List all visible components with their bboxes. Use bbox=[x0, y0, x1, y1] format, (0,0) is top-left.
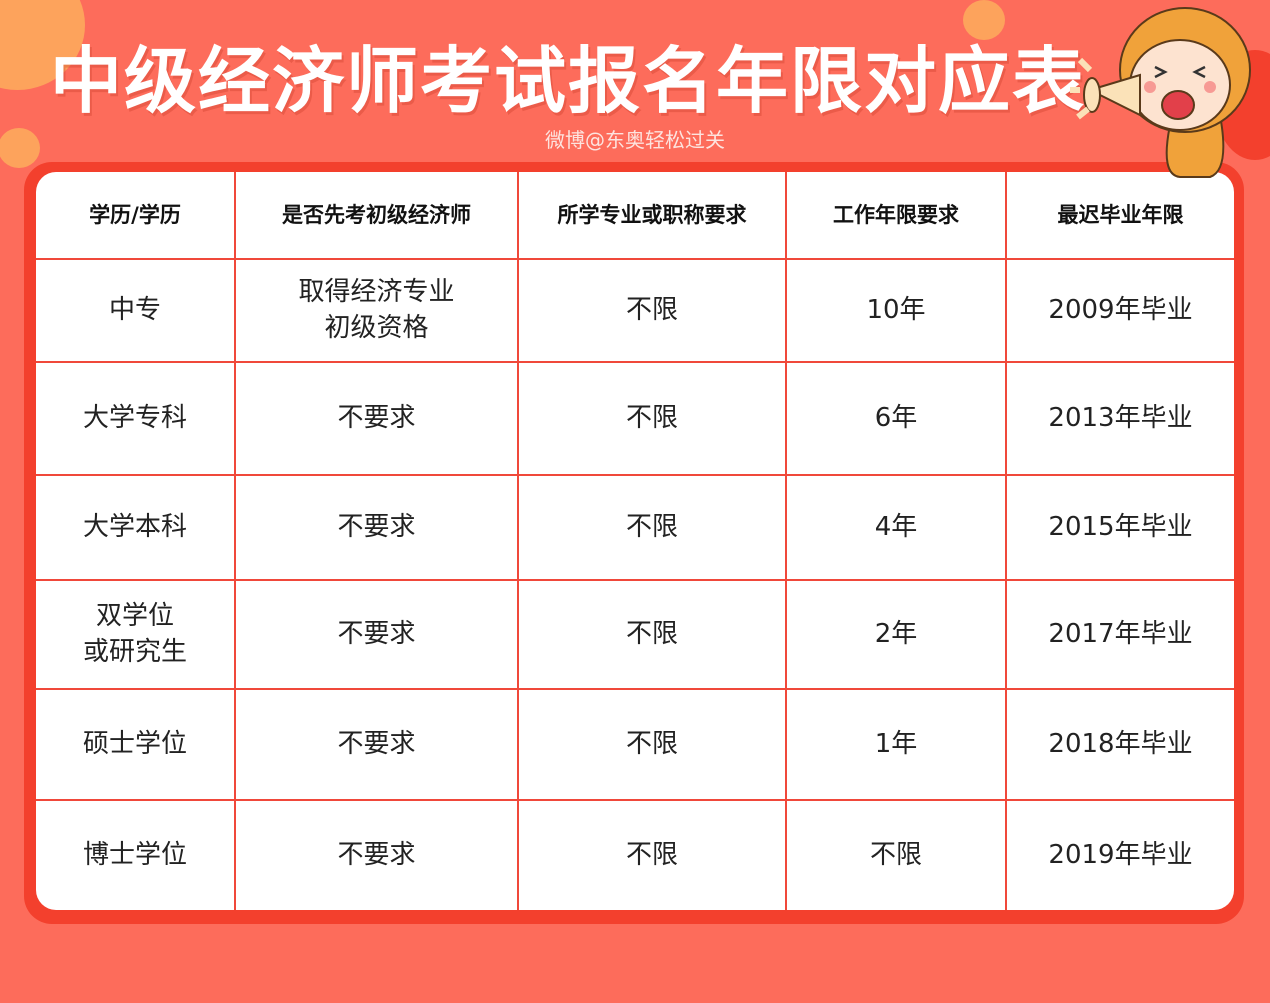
table-cell: 4年 bbox=[785, 474, 1007, 581]
table-cell: 2018年毕业 bbox=[1005, 688, 1234, 801]
table-cell: 不限 bbox=[517, 579, 787, 690]
table-row: 双学位 或研究生 不要求 不限 2年 2017年毕业 bbox=[36, 579, 1234, 690]
table-cell: 2017年毕业 bbox=[1005, 579, 1234, 690]
requirements-table: 学历/学历 是否先考初级经济师 所学专业或职称要求 工作年限要求 最迟毕业年限 中专 取得… bbox=[36, 172, 1234, 910]
table-cell: 双学位 或研究生 bbox=[36, 579, 236, 690]
table-cell: 取得经济专业 初级资格 bbox=[234, 258, 519, 363]
column-header: 学历/学历 bbox=[36, 172, 236, 260]
table-cell: 2015年毕业 bbox=[1005, 474, 1234, 581]
table-header-row: 学历/学历 是否先考初级经济师 所学专业或职称要求 工作年限要求 最迟毕业年限 bbox=[36, 172, 1234, 260]
table-cell: 不要求 bbox=[234, 799, 519, 910]
table-row: 大学专科 不要求 不限 6年 2013年毕业 bbox=[36, 361, 1234, 476]
table-cell: 不要求 bbox=[234, 361, 519, 476]
table-cell: 10年 bbox=[785, 258, 1007, 363]
weibo-credit: 微博@东奥轻松过关 bbox=[545, 128, 725, 152]
table-cell: 大学专科 bbox=[36, 361, 236, 476]
table-cell: 硕士学位 bbox=[36, 688, 236, 801]
table-cell: 2009年毕业 bbox=[1005, 258, 1234, 363]
decor-circle bbox=[963, 0, 1005, 40]
table-cell: 中专 bbox=[36, 258, 236, 363]
table-cell: 不要求 bbox=[234, 579, 519, 690]
column-header: 工作年限要求 bbox=[785, 172, 1007, 260]
table-row: 博士学位 不要求 不限 不限 2019年毕业 bbox=[36, 799, 1234, 910]
table-row: 大学本科 不要求 不限 4年 2015年毕业 bbox=[36, 474, 1234, 581]
table-cell: 不要求 bbox=[234, 474, 519, 581]
table-cell: 不限 bbox=[785, 799, 1007, 910]
table-sheet: 学历/学历 是否先考初级经济师 所学专业或职称要求 工作年限要求 最迟毕业年限 中专 取得… bbox=[36, 172, 1234, 910]
column-header: 最迟毕业年限 bbox=[1005, 172, 1234, 260]
table-cell: 2019年毕业 bbox=[1005, 799, 1234, 910]
table-cell: 不限 bbox=[517, 258, 787, 363]
table-cell: 不限 bbox=[517, 361, 787, 476]
table-row: 硕士学位 不要求 不限 1年 2018年毕业 bbox=[36, 688, 1234, 801]
table-cell: 不限 bbox=[517, 799, 787, 910]
table-cell: 大学本科 bbox=[36, 474, 236, 581]
table-cell: 不限 bbox=[517, 474, 787, 581]
table-cell: 不限 bbox=[517, 688, 787, 801]
decor-circle bbox=[0, 128, 40, 168]
cartoon-megaphone-mascot-icon bbox=[1070, 7, 1251, 178]
table-cell: 2年 bbox=[785, 579, 1007, 690]
column-header: 是否先考初级经济师 bbox=[234, 172, 519, 260]
table-cell: 2013年毕业 bbox=[1005, 361, 1234, 476]
page-title: 中级经济师考试报名年限对应表 bbox=[50, 39, 1087, 123]
table-cell: 6年 bbox=[785, 361, 1007, 476]
table-cell: 不要求 bbox=[234, 688, 519, 801]
table-cell: 博士学位 bbox=[36, 799, 236, 910]
column-header: 所学专业或职称要求 bbox=[517, 172, 787, 260]
table-row: 中专 取得经济专业 初级资格 不限 10年 2009年毕业 bbox=[36, 258, 1234, 363]
table-cell: 1年 bbox=[785, 688, 1007, 801]
